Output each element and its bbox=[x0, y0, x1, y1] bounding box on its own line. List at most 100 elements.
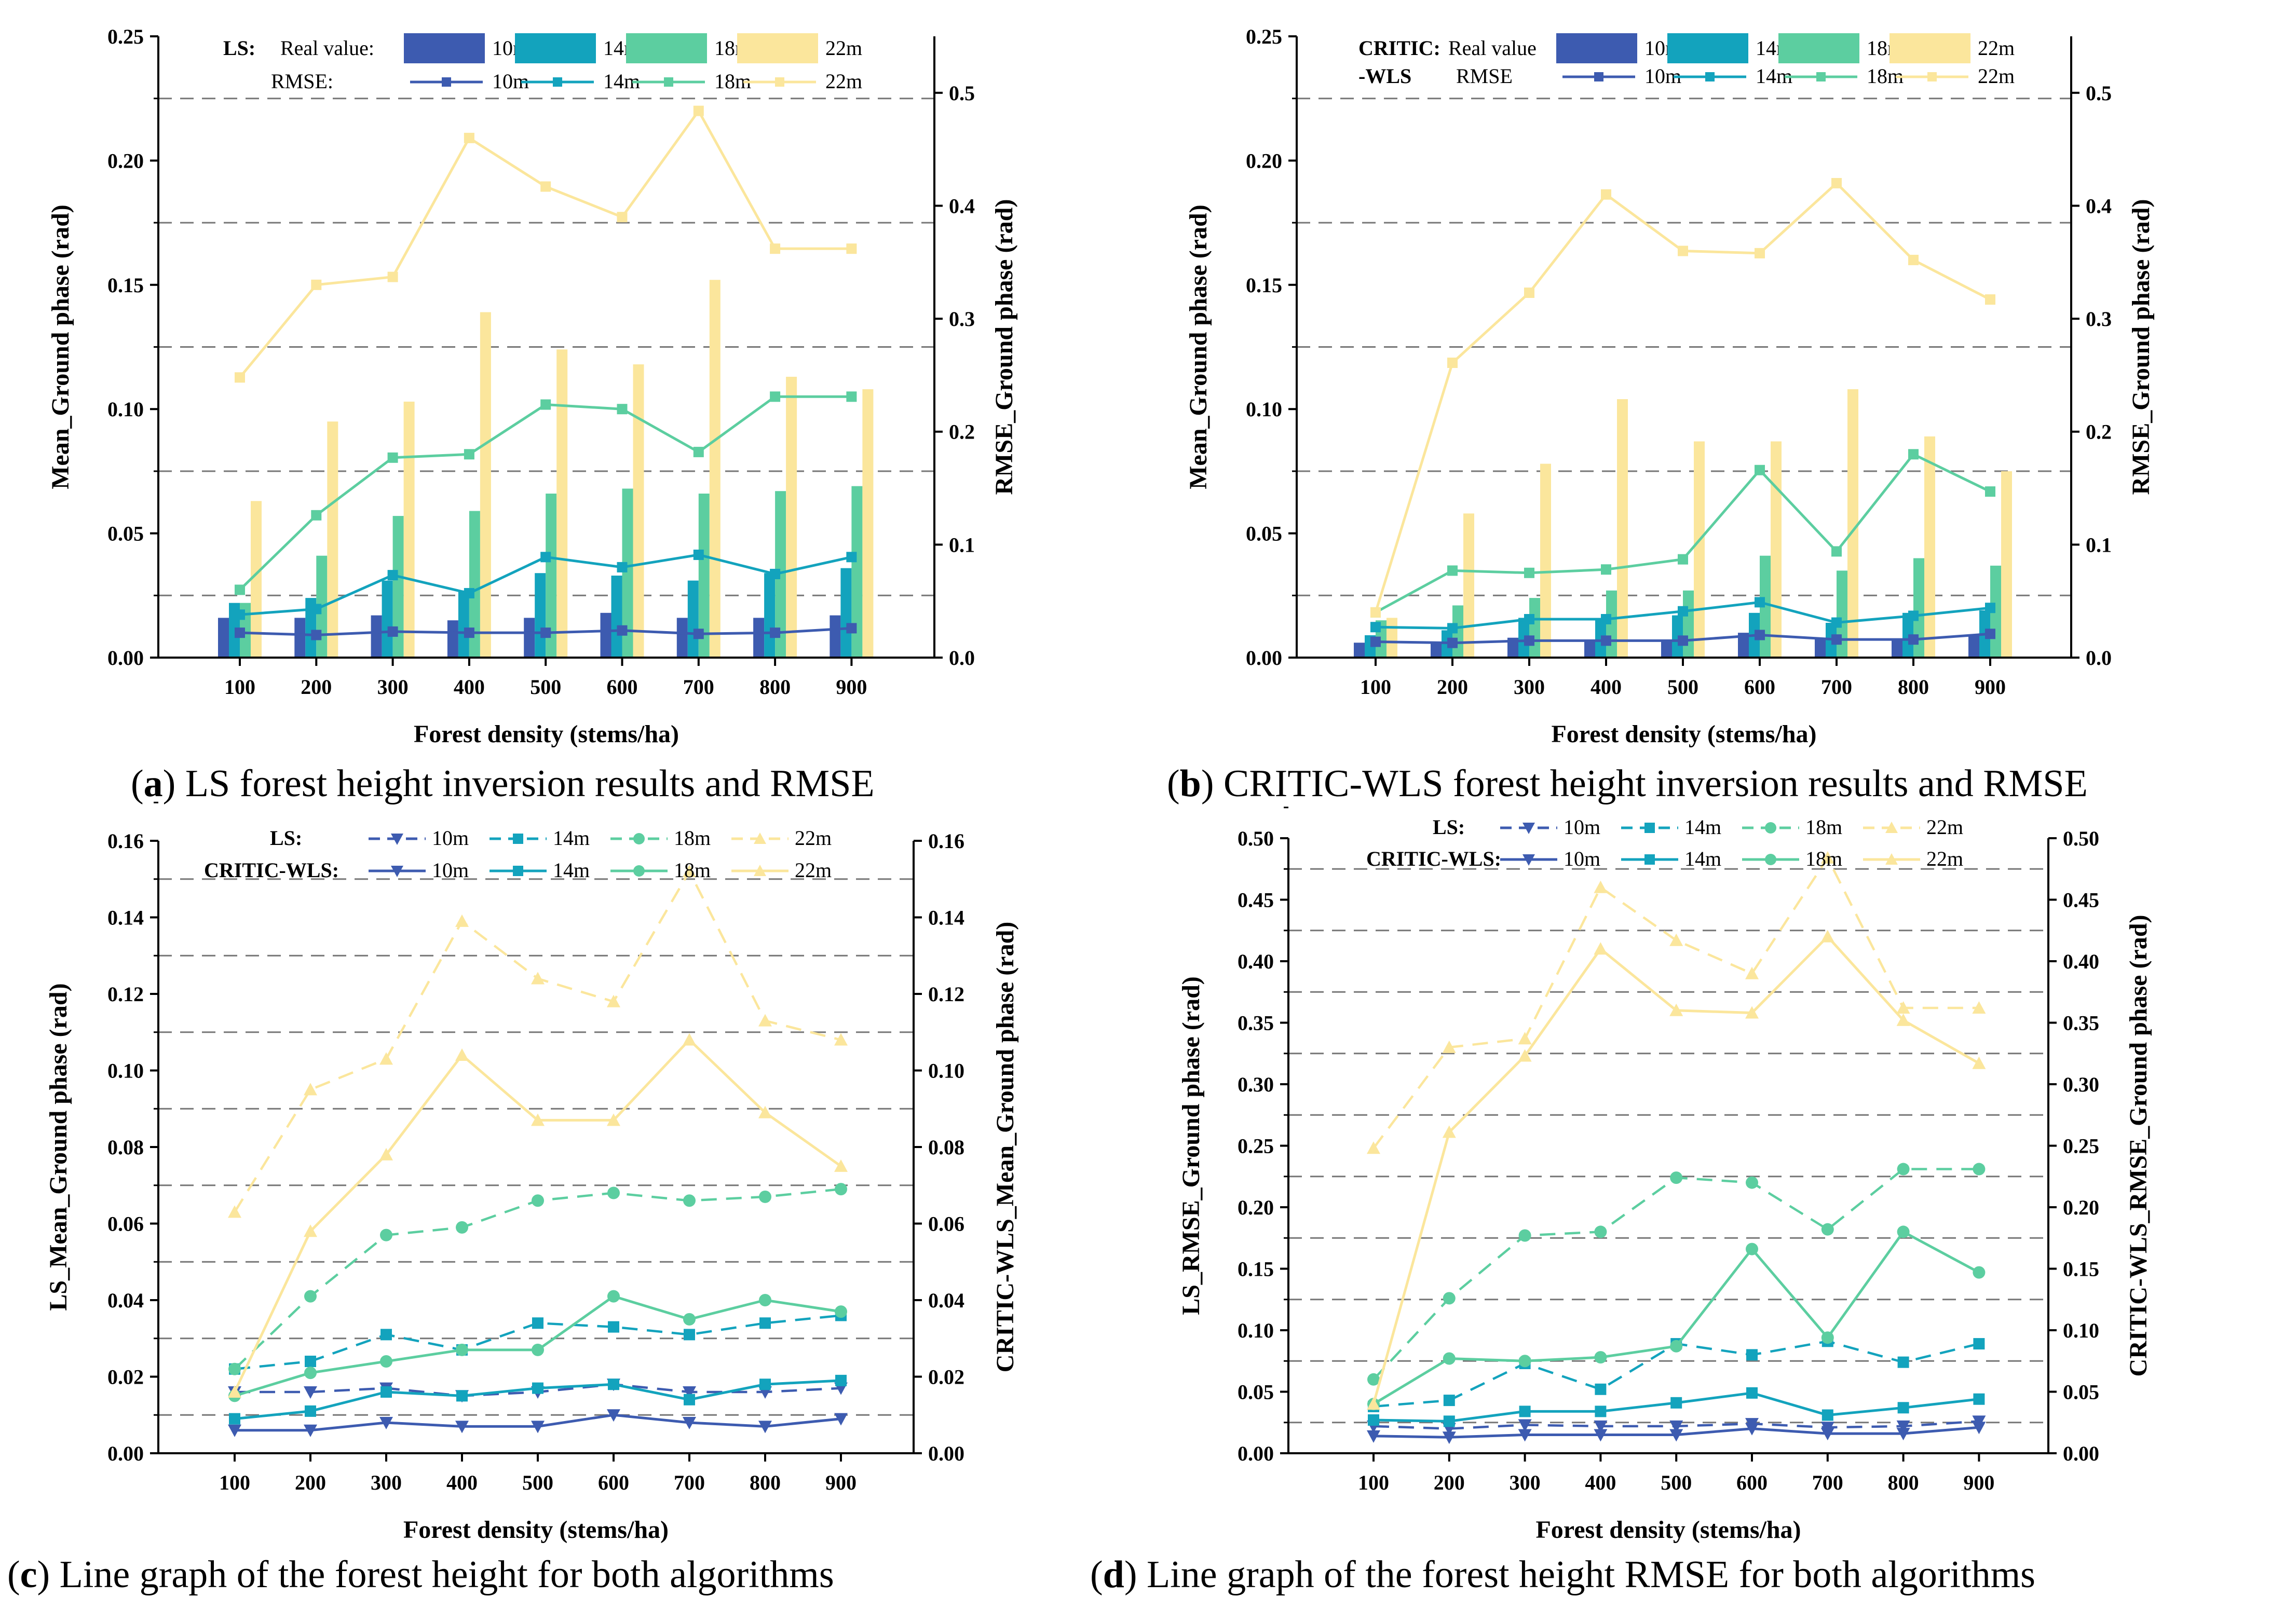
wls-point-18m-500 bbox=[1670, 1340, 1683, 1353]
rmse-point-22m-100 bbox=[1370, 607, 1381, 618]
bar-18m-500 bbox=[546, 493, 557, 658]
y-tick-label-left: 0.05 bbox=[1246, 522, 1282, 545]
caption-d: (d) Line graph of the forest height RMSE… bbox=[1090, 1553, 2035, 1596]
wls-point-10m-900 bbox=[834, 1413, 848, 1426]
legend-marker-18m bbox=[1816, 72, 1826, 81]
bar-10m-400 bbox=[447, 620, 458, 658]
y-tick-label-right: 0.06 bbox=[928, 1212, 964, 1236]
legend-name-rmse-22m: 22m bbox=[1978, 64, 2015, 88]
ls-point-14m-300 bbox=[380, 1329, 392, 1341]
wls-point-14m-800 bbox=[759, 1379, 771, 1390]
rmse-line-14m bbox=[1370, 597, 1995, 634]
bar-series-22m bbox=[251, 280, 874, 658]
wls-point-10m-800 bbox=[758, 1421, 772, 1434]
rmse-line-10m bbox=[235, 623, 857, 640]
wls-point-14m-500 bbox=[1670, 1397, 1682, 1409]
rmse-point-10m-300 bbox=[1524, 635, 1534, 646]
x-tick-label: 900 bbox=[1963, 1471, 1994, 1494]
wls-point-22m-300 bbox=[379, 1148, 393, 1161]
x-axis-label: Forest density (stems/ha) bbox=[1535, 1516, 1801, 1544]
bar-18m-300 bbox=[392, 516, 404, 658]
wls-point-22m-100 bbox=[1367, 1397, 1380, 1410]
wls-point-14m-900 bbox=[835, 1374, 847, 1386]
y-tick-label-right: 0.1 bbox=[949, 533, 975, 556]
legend-name-ls-22m: 22m bbox=[795, 826, 832, 850]
legend: LS: CRITIC-WLS: 10m 10m 14m 14m 18m 18m 22m 22m bbox=[204, 826, 832, 882]
rmse-point-22m-800 bbox=[770, 243, 781, 254]
bar-18m-400 bbox=[469, 511, 480, 658]
bar-14m-700 bbox=[687, 580, 699, 658]
y-axis-label-right: RMSE_Ground phase (rad) bbox=[990, 199, 1018, 495]
rmse-point-22m-600 bbox=[617, 212, 628, 223]
legend-name-wls-14m: 14m bbox=[1684, 847, 1721, 870]
ls-point-18m-600 bbox=[1746, 1176, 1758, 1189]
legend-name-ls-10m: 10m bbox=[1564, 815, 1600, 839]
bar-10m-600 bbox=[1738, 633, 1749, 658]
rmse-point-18m-600 bbox=[617, 404, 628, 415]
wls-line-14m bbox=[229, 1374, 847, 1425]
wls-line-path-18m bbox=[1372, 1230, 1980, 1405]
ls-point-10m-400 bbox=[1594, 1420, 1608, 1433]
rmse-point-14m-700 bbox=[1831, 617, 1842, 628]
bar-14m-400 bbox=[1595, 620, 1606, 658]
rmse-point-14m-200 bbox=[1447, 623, 1458, 634]
y-tick-label-left: 0.25 bbox=[107, 25, 144, 48]
y-tick-label-left: 0.50 bbox=[1238, 827, 1274, 850]
rmse-point-22m-900 bbox=[1985, 294, 1995, 305]
rmse-point-18m-500 bbox=[540, 399, 551, 410]
y-tick-label-right: 0.16 bbox=[928, 829, 964, 853]
wls-point-14m-900 bbox=[1973, 1393, 1985, 1405]
ls-point-22m-100 bbox=[1367, 1141, 1380, 1154]
y-tick-label-left: 0.25 bbox=[1246, 25, 1282, 48]
y-tick-label-left: 0.06 bbox=[107, 1212, 144, 1236]
x-tick-label: 300 bbox=[1510, 1471, 1541, 1494]
bar-14m-500 bbox=[535, 573, 546, 658]
bar-series-10m bbox=[218, 612, 841, 658]
ls-line-22m bbox=[228, 865, 848, 1218]
bar-22m-300 bbox=[1540, 463, 1551, 658]
ls-point-22m-900 bbox=[834, 1033, 848, 1046]
rmse-point-14m-700 bbox=[693, 549, 704, 560]
legend-swatch-14m bbox=[515, 33, 596, 63]
legend-marker-ls-10m bbox=[1523, 823, 1535, 834]
wls-point-10m-900 bbox=[1972, 1422, 1986, 1435]
rmse-point-22m-300 bbox=[1524, 288, 1534, 298]
wls-point-10m-600 bbox=[607, 1409, 620, 1422]
bar-10m-700 bbox=[1815, 637, 1826, 658]
ls-point-18m-800 bbox=[759, 1190, 771, 1203]
bar-22m-500 bbox=[556, 349, 568, 658]
y-tick-label-right: 0.30 bbox=[2063, 1073, 2099, 1096]
rmse-point-22m-700 bbox=[693, 105, 704, 116]
y-tick-label-left: 0.30 bbox=[1238, 1073, 1274, 1096]
legend-label-real: Real value: bbox=[280, 36, 374, 60]
rmse-point-10m-400 bbox=[464, 627, 474, 638]
legend-name-wls-22m: 22m bbox=[1926, 847, 1963, 870]
rmse-point-18m-200 bbox=[1447, 565, 1458, 576]
bar-10m-100 bbox=[1354, 643, 1365, 658]
bar-18m-500 bbox=[1683, 590, 1694, 658]
y-tick-label-left: 0.10 bbox=[107, 1059, 144, 1083]
wls-point-18m-300 bbox=[1518, 1355, 1531, 1368]
legend-marker-ls-22m bbox=[754, 833, 766, 844]
ls-point-18m-700 bbox=[683, 1194, 696, 1207]
wls-point-10m-700 bbox=[683, 1417, 696, 1429]
y-axis-label-left: LS_Mean_Ground phase (rad) bbox=[45, 983, 72, 1311]
ls-point-18m-500 bbox=[1670, 1171, 1683, 1184]
wls-point-14m-300 bbox=[380, 1386, 392, 1398]
rmse-point-22m-500 bbox=[1678, 245, 1688, 256]
legend-name-wls-10m: 10m bbox=[432, 858, 469, 882]
x-tick-label: 400 bbox=[454, 675, 485, 699]
x-tick-label: 500 bbox=[1661, 1471, 1692, 1494]
x-tick-label: 500 bbox=[1667, 675, 1698, 699]
bar-10m-900 bbox=[1968, 635, 1979, 658]
rmse-point-10m-200 bbox=[1447, 637, 1458, 648]
wls-point-22m-700 bbox=[683, 1033, 696, 1046]
y-tick-label-left: 0.00 bbox=[1238, 1442, 1274, 1465]
wls-point-14m-300 bbox=[1519, 1405, 1531, 1417]
y-tick-label-right: 0.2 bbox=[949, 420, 975, 444]
wls-point-18m-800 bbox=[1897, 1225, 1910, 1238]
rmse-point-14m-300 bbox=[387, 570, 398, 581]
bar-22m-400 bbox=[480, 312, 491, 658]
caption-c: (c) Line graph of the forest height for … bbox=[7, 1553, 834, 1596]
rmse-point-18m-400 bbox=[1601, 564, 1611, 575]
